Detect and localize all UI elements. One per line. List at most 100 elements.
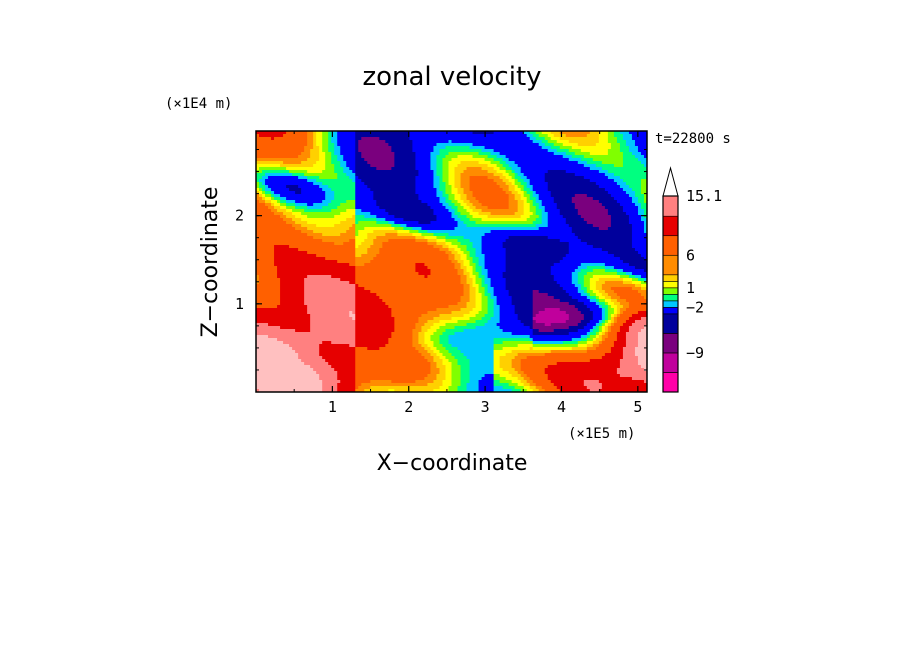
field-cell [565, 149, 570, 153]
field-cell [439, 134, 444, 138]
field-cell [277, 152, 281, 156]
field-cell [274, 134, 278, 138]
field-cell [556, 149, 561, 153]
field-cell [583, 131, 588, 135]
field-cell [388, 152, 392, 156]
field-cell [595, 155, 600, 159]
field-cell [640, 149, 645, 153]
field-cell [337, 137, 341, 141]
field-cell [400, 146, 404, 150]
field-cell [364, 149, 368, 153]
field-cell [376, 149, 380, 153]
field-cell [547, 149, 552, 153]
field-cell [508, 137, 513, 141]
field-cell [298, 134, 302, 138]
field-cell [280, 158, 284, 162]
field-cell [532, 140, 537, 144]
field-cell [631, 140, 636, 144]
field-cell [259, 158, 263, 162]
field-cell [535, 134, 540, 138]
field-cell [583, 137, 588, 141]
field-cell [382, 149, 386, 153]
field-cell [514, 143, 519, 147]
field-cell [409, 146, 413, 150]
field-cell [451, 146, 456, 150]
field-cell [574, 143, 579, 147]
field-cell [349, 140, 353, 144]
field-cell [592, 131, 597, 135]
field-cell [277, 140, 281, 144]
field-cell [358, 146, 362, 150]
field-cell [529, 149, 534, 153]
field-cell [379, 137, 383, 141]
field-cell [373, 149, 377, 153]
field-cell [394, 131, 398, 135]
field-cell [598, 131, 603, 135]
field-cell [352, 149, 356, 153]
field-cell [406, 146, 410, 150]
field-cell [400, 140, 404, 144]
field-cell [382, 134, 386, 138]
field-cell [577, 155, 582, 159]
field-cell [283, 143, 287, 147]
field-cell [592, 152, 597, 156]
field-cell [280, 152, 284, 156]
field-cell [634, 155, 639, 159]
field-cell [406, 152, 410, 156]
field-cell [349, 152, 353, 156]
field-cell [316, 155, 320, 159]
field-cell [286, 140, 290, 144]
field-cell [559, 137, 564, 141]
field-cell [433, 152, 438, 156]
field-cell [532, 146, 537, 150]
field-cell [631, 155, 636, 159]
field-cell [388, 131, 392, 135]
field-cell [580, 155, 585, 159]
field-cell [325, 155, 329, 159]
field-cell [637, 137, 642, 141]
field-cell [259, 143, 263, 147]
field-cell [334, 140, 338, 144]
field-cell [298, 137, 302, 141]
field-cell [598, 137, 603, 141]
field-cell [541, 131, 546, 135]
field-cell [574, 155, 579, 159]
field-cell [577, 143, 582, 147]
field-cell [403, 149, 407, 153]
field-cell [298, 149, 302, 153]
field-cell [553, 149, 558, 153]
field-cell [301, 137, 305, 141]
field-cell [307, 158, 311, 162]
field-cell [349, 143, 353, 147]
field-cell [466, 146, 471, 150]
field-cell [445, 149, 450, 153]
field-cell [637, 152, 642, 156]
field-cell [508, 131, 513, 135]
field-cell [382, 143, 386, 147]
field-cell [388, 140, 392, 144]
field-cell [562, 131, 567, 135]
field-cell [376, 140, 380, 144]
field-cell [301, 134, 305, 138]
field-cell [379, 131, 383, 135]
field-cell [475, 143, 480, 147]
field-cell [607, 146, 612, 150]
field-cell [643, 149, 647, 153]
field-cell [409, 152, 413, 156]
field-cell [589, 137, 594, 141]
field-cell [382, 140, 386, 144]
field-cell [640, 137, 645, 141]
field-cell [556, 152, 561, 156]
field-cell [397, 155, 401, 159]
field-cell [481, 131, 486, 135]
field-cell [601, 149, 606, 153]
field-cell [583, 146, 588, 150]
field-cell [265, 158, 269, 162]
field-cell [472, 131, 477, 135]
field-cell [613, 155, 618, 159]
field-cell [529, 140, 534, 144]
field-cell [496, 137, 501, 141]
field-cell [439, 131, 444, 135]
field-cell [442, 152, 447, 156]
field-cell [328, 155, 332, 159]
